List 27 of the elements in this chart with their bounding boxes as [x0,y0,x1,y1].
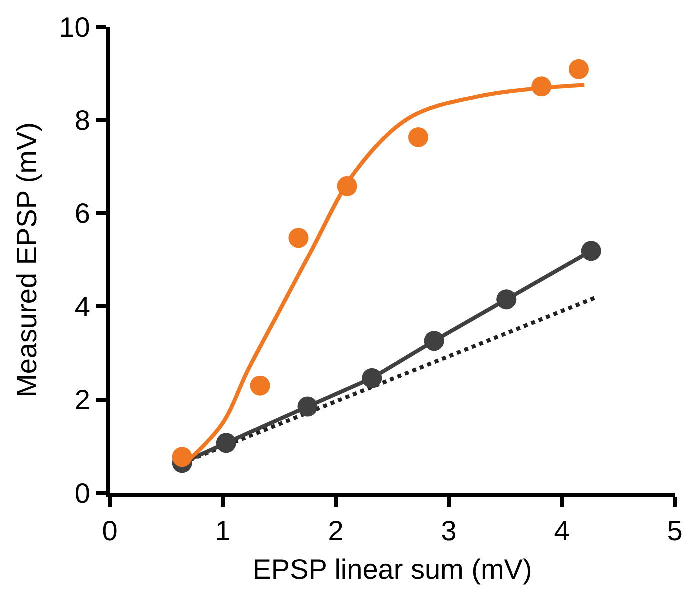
point [408,127,428,148]
y-tick-label: 6 [74,198,90,230]
point [424,331,444,352]
x-tick-label: 5 [667,516,683,547]
point [337,176,358,196]
y-tick-label: 2 [74,384,90,416]
y-tick-label: 8 [74,105,90,136]
y-tick-label: 0 [74,478,90,509]
point [362,368,382,388]
y-tick-label: 4 [74,291,90,322]
x-tick-label: 0 [102,516,118,547]
y-tick-label: 10 [59,12,90,43]
point [172,447,192,468]
point [288,228,309,248]
point [568,59,589,80]
x-tick-label: 1 [215,516,231,547]
point [216,433,236,454]
x-axis-title: EPSP linear sum (mV) [252,554,532,586]
point [532,76,552,97]
x-tick-label: 4 [554,516,570,547]
point [298,396,318,417]
point [581,241,602,262]
point [496,290,517,310]
x-tick-label: 3 [441,516,457,547]
point [250,376,270,396]
y-axis-title: Measured EPSP (mV) [11,122,42,398]
x-tick-label: 2 [328,516,344,547]
